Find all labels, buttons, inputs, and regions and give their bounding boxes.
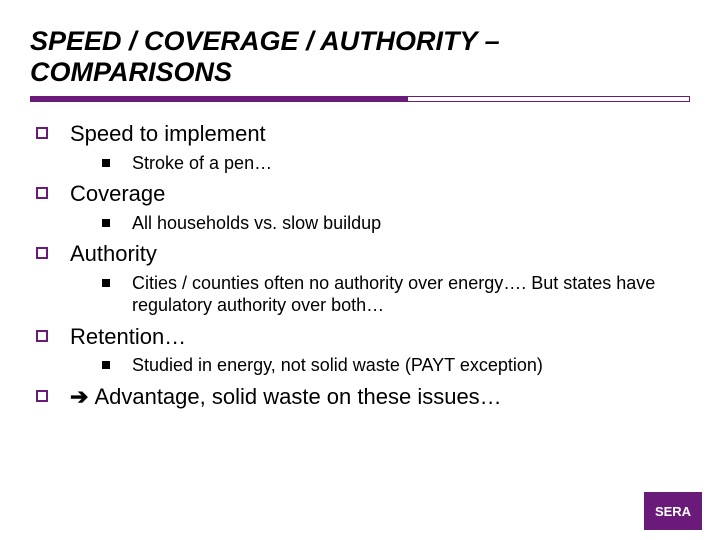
item-retention: Retention… — [36, 323, 690, 351]
subitem-label: Cities / counties often no authority ove… — [132, 272, 690, 317]
content-area: Speed to implement Stroke of a pen… Cove… — [30, 120, 690, 410]
advantage-text: Advantage, solid waste on these issues… — [94, 384, 501, 409]
rule-fill — [30, 96, 408, 102]
subitem-label: All households vs. slow buildup — [132, 212, 381, 235]
item-speed: Speed to implement — [36, 120, 690, 148]
slide-title: SPEED / COVERAGE / AUTHORITY – COMPARISO… — [30, 26, 690, 88]
sera-badge: SERA — [644, 492, 702, 530]
subitem-retention: Studied in energy, not solid waste (PAYT… — [102, 354, 690, 377]
slide: SPEED / COVERAGE / AUTHORITY – COMPARISO… — [0, 0, 720, 540]
filled-square-bullet-icon — [102, 361, 110, 369]
square-bullet-icon — [36, 247, 48, 259]
item-authority: Authority — [36, 240, 690, 268]
item-coverage: Coverage — [36, 180, 690, 208]
subitem-coverage: All households vs. slow buildup — [102, 212, 690, 235]
item-label: Authority — [70, 240, 157, 268]
subitem-speed: Stroke of a pen… — [102, 152, 690, 175]
filled-square-bullet-icon — [102, 219, 110, 227]
subitem-authority: Cities / counties often no authority ove… — [102, 272, 690, 317]
subitem-label: Studied in energy, not solid waste (PAYT… — [132, 354, 543, 377]
filled-square-bullet-icon — [102, 279, 110, 287]
title-underline — [30, 96, 690, 106]
arrow-icon: ➔ — [70, 384, 88, 409]
subitem-label: Stroke of a pen… — [132, 152, 272, 175]
item-advantage: ➔Advantage, solid waste on these issues… — [36, 383, 690, 411]
item-label: Speed to implement — [70, 120, 266, 148]
item-label: Retention… — [70, 323, 186, 351]
item-label: ➔Advantage, solid waste on these issues… — [70, 383, 502, 411]
square-bullet-icon — [36, 127, 48, 139]
square-bullet-icon — [36, 330, 48, 342]
square-bullet-icon — [36, 390, 48, 402]
item-label: Coverage — [70, 180, 165, 208]
square-bullet-icon — [36, 187, 48, 199]
filled-square-bullet-icon — [102, 159, 110, 167]
